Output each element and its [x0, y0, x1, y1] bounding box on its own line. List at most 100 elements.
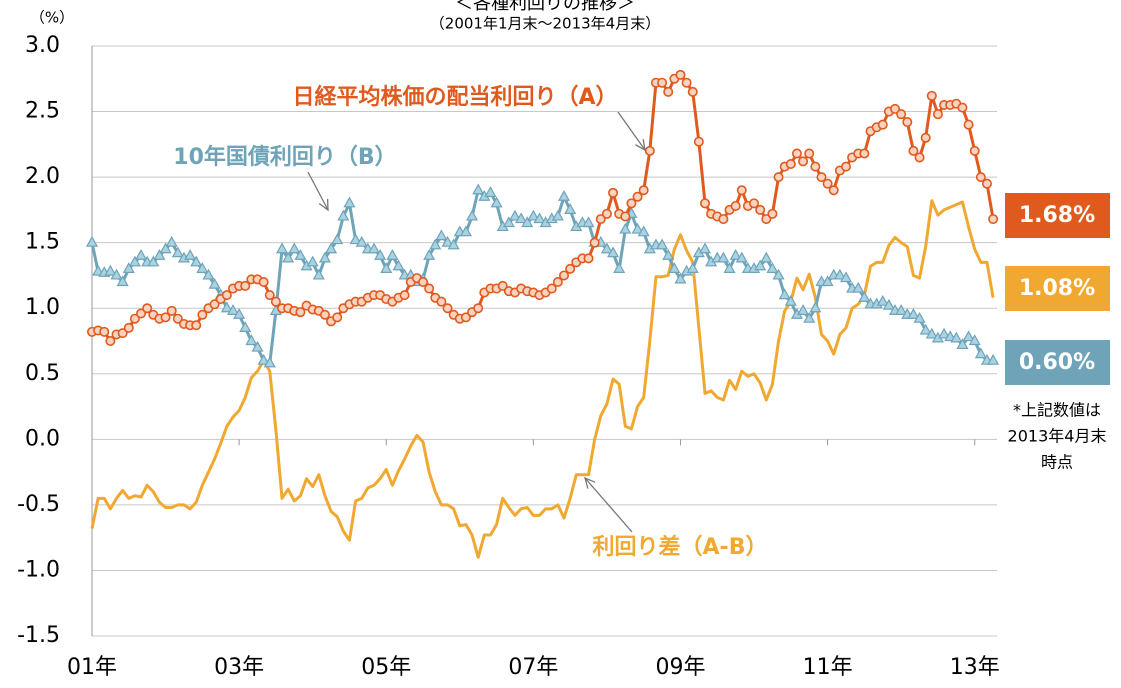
marker: [631, 222, 644, 234]
marker: [914, 152, 925, 163]
marker: [767, 208, 778, 219]
marker: [318, 251, 331, 263]
marker: [822, 178, 833, 189]
marker: [938, 327, 951, 339]
marker: [557, 190, 571, 201]
marker: [184, 249, 197, 260]
annotation-arrowhead: [584, 476, 596, 489]
annotation-arrow: [307, 171, 329, 211]
marker: [858, 290, 871, 302]
note: *上記数値は: [1013, 401, 1101, 420]
series-markers: [85, 183, 1000, 368]
marker: [656, 238, 669, 250]
marker: [331, 233, 344, 245]
marker: [429, 238, 442, 250]
chart-subtitle: （2001年1月末～2013年4月末）: [430, 15, 660, 33]
marker: [367, 242, 380, 254]
marker: [957, 102, 968, 113]
marker: [208, 277, 221, 289]
marker: [276, 242, 289, 254]
marker: [196, 262, 209, 273]
marker: [122, 262, 135, 273]
marker: [969, 145, 980, 156]
marker: [987, 353, 1000, 365]
marker: [117, 328, 128, 339]
marker: [852, 281, 865, 293]
marker: [191, 320, 202, 331]
marker: [502, 216, 515, 228]
series-name: 日経平均株価の配当利回り（A）: [292, 84, 617, 110]
marker: [657, 77, 668, 88]
marker: [833, 268, 846, 280]
marker: [693, 136, 704, 147]
series-line: [90, 199, 995, 559]
marker: [607, 246, 620, 258]
marker: [925, 327, 938, 339]
marker: [698, 242, 712, 254]
marker: [785, 159, 796, 170]
marker: [975, 172, 986, 183]
marker: [784, 294, 797, 306]
marker: [220, 301, 233, 313]
marker: [662, 249, 675, 260]
x-tick-label: 13年: [950, 655, 1000, 680]
marker: [466, 209, 479, 221]
marker: [515, 212, 528, 224]
marker: [166, 305, 177, 316]
marker: [963, 119, 974, 130]
marker: [442, 303, 453, 314]
marker: [264, 290, 275, 301]
note: 時点: [1041, 453, 1073, 472]
marker: [687, 86, 698, 97]
marker: [674, 272, 687, 284]
marker: [490, 196, 503, 208]
marker: [251, 340, 264, 352]
marker: [497, 280, 508, 291]
marker: [919, 323, 932, 335]
marker: [233, 308, 246, 319]
marker: [136, 308, 147, 319]
marker: [644, 145, 655, 156]
marker: [447, 238, 460, 250]
marker: [332, 312, 343, 323]
x-tick-label: 03年: [214, 655, 264, 680]
marker: [619, 222, 632, 234]
marker: [632, 191, 643, 202]
marker: [816, 172, 827, 183]
marker: [551, 209, 564, 221]
y-tick-label: 2.0: [25, 164, 60, 189]
marker: [810, 161, 821, 172]
marker: [754, 259, 767, 271]
marker: [877, 119, 888, 130]
marker: [190, 255, 203, 267]
marker: [559, 270, 570, 281]
series-name: 10年国債利回り（B）: [173, 144, 396, 170]
y-tick-label: 1.0: [25, 295, 60, 320]
marker: [828, 185, 839, 196]
marker: [723, 262, 736, 273]
marker: [288, 242, 301, 254]
marker: [374, 249, 387, 260]
marker: [766, 262, 779, 273]
marker: [601, 208, 612, 219]
marker: [508, 209, 521, 221]
y-tick-label: 0.5: [25, 361, 60, 386]
y-tick-label: 2.5: [25, 99, 60, 124]
marker: [392, 259, 405, 271]
end-value-box: [1005, 340, 1110, 385]
note: 2013年4月末: [1008, 427, 1107, 446]
marker: [399, 290, 410, 301]
marker: [546, 283, 557, 294]
marker: [962, 330, 975, 342]
marker: [663, 86, 674, 97]
annotation-arrow: [617, 111, 646, 151]
x-tick-label: 11年: [803, 655, 853, 680]
marker: [595, 214, 606, 225]
y-tick-label: 3.0: [25, 33, 60, 58]
marker: [459, 225, 472, 237]
marker: [749, 198, 760, 209]
series-line: [90, 188, 994, 365]
annotation-arrowhead: [635, 139, 646, 152]
marker: [772, 268, 785, 280]
marker: [147, 255, 160, 267]
